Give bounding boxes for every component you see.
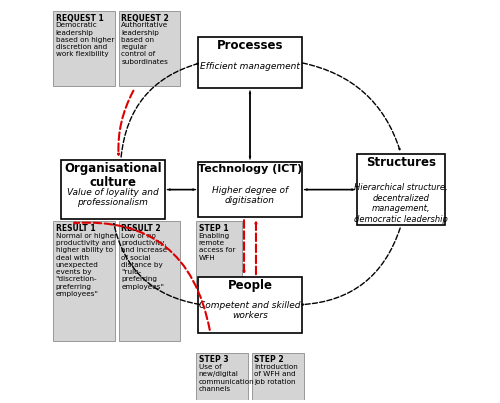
- Text: REQUEST 1: REQUEST 1: [56, 14, 104, 23]
- Bar: [119, 221, 180, 341]
- Bar: [358, 154, 444, 225]
- Text: People: People: [228, 279, 272, 292]
- Text: Democratic
leadership
based on higher
discretion and
work flexibility: Democratic leadership based on higher di…: [56, 22, 114, 57]
- Bar: [198, 162, 302, 217]
- Text: Use of
new/digital
communication
channels: Use of new/digital communication channel…: [198, 364, 254, 392]
- Text: Enabling
remote
access for
WFH: Enabling remote access for WFH: [198, 233, 235, 261]
- Bar: [198, 277, 302, 332]
- Text: Authoritative
leadership
based on
regular
control of
subordinates: Authoritative leadership based on regula…: [121, 22, 168, 64]
- Bar: [196, 221, 242, 285]
- Bar: [198, 37, 302, 88]
- Bar: [61, 160, 164, 219]
- Text: Technology (ICT): Technology (ICT): [198, 164, 302, 174]
- Bar: [119, 11, 180, 86]
- Text: RESULT 2: RESULT 2: [121, 224, 161, 233]
- Text: Hierarchical structure,
decentralized
management,
democratic leadership: Hierarchical structure, decentralized ma…: [354, 183, 448, 224]
- Text: Efficient management: Efficient management: [200, 62, 300, 71]
- Text: STEP 1: STEP 1: [198, 224, 228, 233]
- Text: Normal or higher
productivity and
higher ability to
deal with
unexpected
events : Normal or higher productivity and higher…: [56, 233, 117, 297]
- Text: Introduction
of WFH and
job rotation: Introduction of WFH and job rotation: [254, 364, 298, 384]
- Bar: [196, 353, 248, 403]
- Text: STEP 2: STEP 2: [254, 355, 284, 364]
- Text: REQUEST 2: REQUEST 2: [121, 14, 169, 23]
- Text: Competent and skilled
workers: Competent and skilled workers: [200, 301, 301, 320]
- Text: STEP 3: STEP 3: [198, 355, 228, 364]
- Text: Organisational
culture: Organisational culture: [64, 162, 162, 189]
- Text: Structures: Structures: [366, 156, 436, 169]
- Bar: [54, 221, 115, 341]
- Text: Value of loyality and
professionalism: Value of loyality and professionalism: [67, 188, 159, 207]
- Bar: [252, 353, 304, 403]
- Text: Low or no
productivity,
and increase
of social
distance by
"rule-
preferring
emp: Low or no productivity, and increase of …: [121, 233, 168, 290]
- Text: Higher degree of
digitisation: Higher degree of digitisation: [212, 186, 288, 205]
- Text: Processes: Processes: [217, 39, 283, 52]
- Text: RESULT 1: RESULT 1: [56, 224, 96, 233]
- Bar: [54, 11, 115, 86]
